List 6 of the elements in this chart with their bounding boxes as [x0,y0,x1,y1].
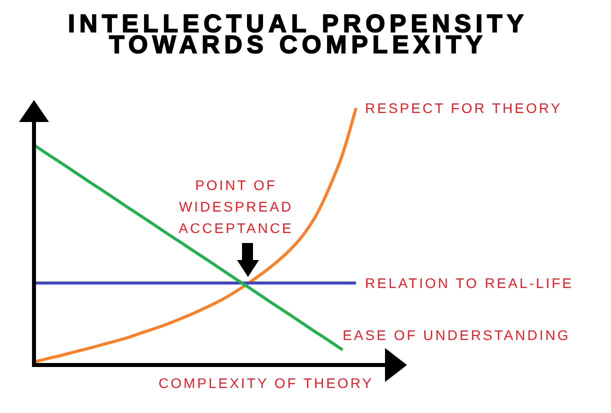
series-label: RELATION TO REAL-LIFE [365,275,574,292]
series-label: EASE OF UNDERSTANDING [342,326,570,343]
x-axis-title: COMPLEXITY OF THEORY [158,375,374,391]
annotation: POINT OF WIDESPREAD ACCEPTANCE [178,177,294,236]
series-label: RESPECT FOR THEORY [365,100,562,116]
chart-title: INTELLECTUAL PROPENSITY TOWARDS COMPLEXITY [68,10,528,59]
